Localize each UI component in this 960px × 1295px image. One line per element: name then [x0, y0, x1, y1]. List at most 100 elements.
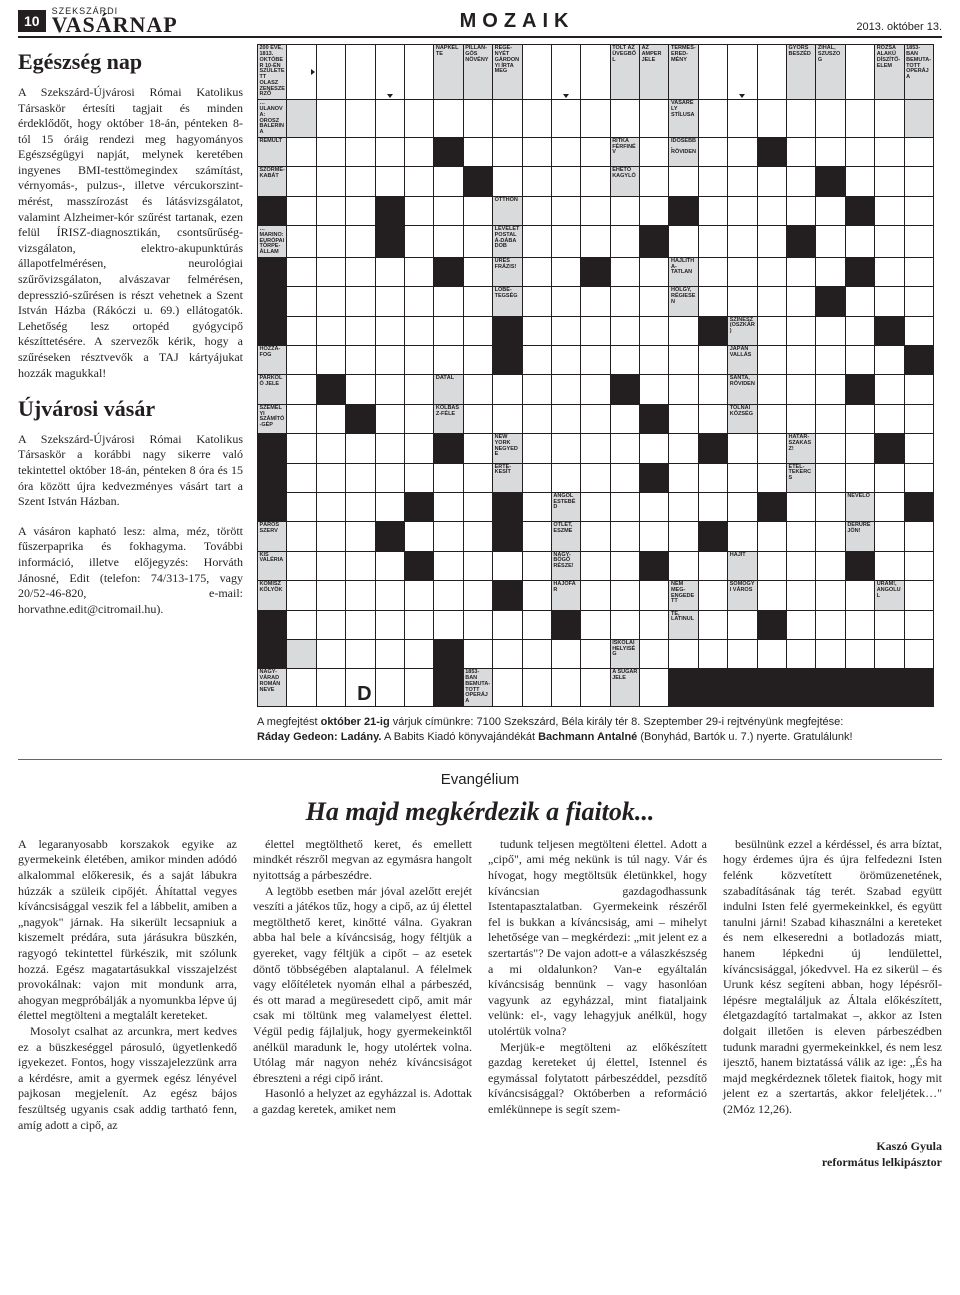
crossword-cell — [581, 45, 610, 100]
left-column: Egészség nap A Szekszárd-Újvárosi Római … — [18, 44, 243, 744]
crossword-cell — [728, 610, 757, 639]
crossword-cell: REGÉ-NYÉT GÁRDONYI ÍRTA MEG — [493, 45, 522, 100]
crossword-cell — [581, 434, 610, 463]
crossword-cell — [610, 100, 639, 138]
crossword-cell — [581, 137, 610, 166]
crossword-cell — [728, 669, 757, 707]
crossword-cell — [258, 287, 287, 316]
crossword-cell — [551, 404, 580, 433]
crossword-cell — [875, 492, 904, 521]
crossword-cell — [551, 463, 580, 492]
crossword-cell — [640, 669, 669, 707]
crossword-cell — [316, 551, 345, 580]
crossword-cell — [640, 639, 669, 668]
crossword-cell: SANTA, RÖVIDEN — [728, 375, 757, 404]
crossword-cell — [581, 257, 610, 286]
crossword-cell — [640, 287, 669, 316]
crossword-cell — [640, 434, 669, 463]
crossword-cell — [434, 100, 463, 138]
crossword-cell: NEM MEG-ENGEDETT — [669, 581, 698, 610]
crossword-cell — [346, 581, 375, 610]
crossword-cell — [375, 639, 404, 668]
crossword-cell — [875, 137, 904, 166]
article-body-vasar-1: A Szekszárd-Újvárosi Római Katolikus Tár… — [18, 432, 243, 510]
crossword-cell — [698, 316, 727, 345]
crossword-cell — [375, 137, 404, 166]
crossword-cell — [728, 257, 757, 286]
newspaper-logo: SZEKSZÁRDI VASÁRNAP — [52, 8, 178, 34]
crossword-cell — [493, 137, 522, 166]
crossword-cell — [463, 316, 492, 345]
crossword-cell — [522, 375, 551, 404]
crossword-cell — [669, 639, 698, 668]
crossword-cell — [287, 551, 316, 580]
crossword-cell — [787, 225, 816, 257]
crossword-cell: HATÁR-SZAKASZ! — [787, 434, 816, 463]
crossword-cell — [434, 434, 463, 463]
crossword-cell — [698, 639, 727, 668]
crossword-cell — [816, 137, 845, 166]
crossword-cell — [463, 551, 492, 580]
crossword-cell — [404, 225, 433, 257]
crossword-cell — [698, 196, 727, 225]
crossword-cell — [493, 167, 522, 196]
crossword-cell — [493, 404, 522, 433]
crossword-cell — [787, 492, 816, 521]
crossword-cell — [845, 404, 874, 433]
crossword-cell — [316, 581, 345, 610]
evangelium-title: Ha majd megkérdezik a fiaitok... — [18, 795, 942, 829]
crossword-cell — [787, 287, 816, 316]
crossword-cell — [875, 375, 904, 404]
crossword-cell — [551, 100, 580, 138]
crossword-cell — [610, 463, 639, 492]
crossword-cell — [787, 316, 816, 345]
crossword-cell — [258, 196, 287, 225]
crossword-cell: JAPÁN VALLÁS — [728, 345, 757, 374]
crossword-cell: SZÖRME-KABÁT — [258, 167, 287, 196]
crossword-cell — [551, 639, 580, 668]
crossword-cell — [845, 167, 874, 196]
crossword-cell: ÜRES FRÁZIS! — [493, 257, 522, 286]
evangelium-label: Evangélium — [18, 770, 942, 790]
crossword-cell: LŐBE-TEGSÉG — [493, 287, 522, 316]
crossword-cell — [375, 434, 404, 463]
crossword-cell — [287, 137, 316, 166]
crossword-cell — [904, 167, 933, 196]
crossword-cell — [845, 257, 874, 286]
crossword-cell — [816, 492, 845, 521]
crossword-cell — [287, 463, 316, 492]
crossword-cell — [904, 287, 933, 316]
crossword-cell — [287, 522, 316, 551]
crossword-cell — [551, 257, 580, 286]
crossword-cell — [904, 463, 933, 492]
crossword-cell — [816, 100, 845, 138]
crossword-cell — [640, 551, 669, 580]
crossword-cell — [669, 669, 698, 707]
crossword-cell — [787, 669, 816, 707]
crossword-cell — [522, 434, 551, 463]
crossword-cell — [434, 196, 463, 225]
crossword-cell — [316, 137, 345, 166]
crossword-cell — [875, 225, 904, 257]
article-body-vasar-2: A vásáron kapható lesz: alma, méz, töröt… — [18, 524, 243, 618]
crossword-cell — [287, 375, 316, 404]
crossword-cell — [816, 434, 845, 463]
crossword-cell — [522, 345, 551, 374]
crossword-cell — [375, 375, 404, 404]
crossword-cell — [316, 196, 345, 225]
crossword-cell — [669, 434, 698, 463]
crossword-cell — [698, 257, 727, 286]
crossword-cell — [875, 551, 904, 580]
crossword-cell — [787, 257, 816, 286]
crossword-cell — [698, 581, 727, 610]
crossword-cell — [287, 639, 316, 668]
crossword-cell: URAM!, ANGOLUL — [875, 581, 904, 610]
crossword-cell — [669, 167, 698, 196]
crossword-cell — [757, 167, 786, 196]
crossword-cell: ÉRTÉ-KESÍT — [493, 463, 522, 492]
crossword-cell — [258, 639, 287, 668]
crossword-cell — [522, 610, 551, 639]
crossword-cell — [816, 316, 845, 345]
crossword-cell — [463, 434, 492, 463]
crossword-cell — [493, 492, 522, 521]
